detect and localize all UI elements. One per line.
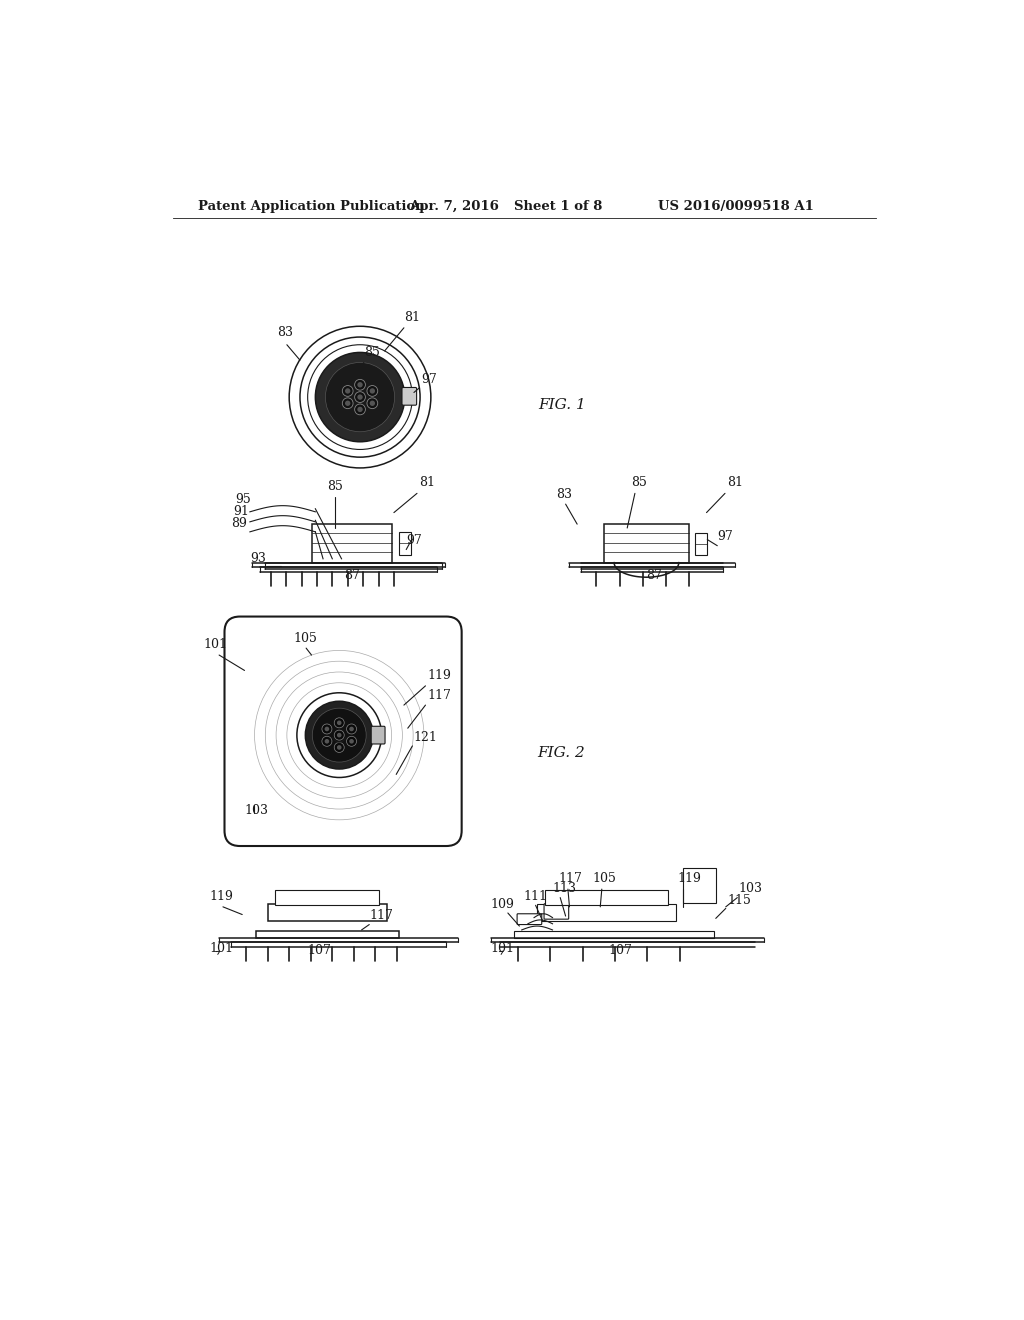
Text: 105: 105 [593, 873, 616, 886]
Circle shape [307, 345, 413, 450]
Circle shape [334, 730, 344, 741]
Text: FIG. 2: FIG. 2 [538, 747, 585, 760]
FancyBboxPatch shape [402, 388, 417, 405]
Text: 87: 87 [344, 569, 359, 582]
Text: 81: 81 [727, 477, 743, 490]
Circle shape [322, 737, 332, 746]
Circle shape [315, 352, 404, 442]
Text: US 2016/0099518 A1: US 2016/0099518 A1 [658, 199, 814, 213]
Text: 111: 111 [523, 890, 547, 903]
Bar [275, 890, 379, 906]
FancyBboxPatch shape [544, 904, 568, 919]
Text: 117: 117 [559, 873, 583, 886]
Circle shape [334, 742, 344, 752]
Bar [604, 524, 689, 562]
Circle shape [334, 718, 344, 727]
Text: 97: 97 [422, 372, 437, 385]
Circle shape [289, 326, 431, 469]
Circle shape [346, 737, 356, 746]
Bar [514, 932, 714, 937]
Circle shape [345, 388, 350, 393]
Circle shape [322, 723, 332, 734]
Circle shape [349, 739, 354, 743]
Text: 101: 101 [210, 941, 233, 954]
Text: 115: 115 [727, 894, 752, 907]
Circle shape [357, 395, 362, 400]
Text: 91: 91 [233, 506, 249, 517]
Text: 97: 97 [407, 535, 422, 548]
Circle shape [297, 693, 382, 777]
Text: 117: 117 [370, 909, 393, 923]
Text: 109: 109 [490, 898, 515, 911]
Circle shape [325, 726, 330, 731]
Text: 105: 105 [294, 632, 317, 645]
Circle shape [300, 337, 420, 457]
Bar [545, 890, 668, 906]
FancyBboxPatch shape [371, 726, 385, 744]
Text: 97: 97 [717, 531, 733, 544]
Bar [538, 904, 676, 921]
Text: Sheet 1 of 8: Sheet 1 of 8 [514, 199, 602, 213]
Text: 113: 113 [553, 882, 577, 895]
Text: 93: 93 [250, 552, 266, 565]
Text: 95: 95 [236, 494, 251, 507]
Circle shape [354, 404, 366, 414]
Text: Apr. 7, 2016: Apr. 7, 2016 [410, 199, 499, 213]
Circle shape [326, 363, 394, 432]
Bar [311, 524, 392, 562]
Text: 121: 121 [414, 730, 438, 743]
Text: 81: 81 [403, 312, 420, 323]
Text: 117: 117 [427, 689, 451, 702]
Circle shape [354, 392, 366, 403]
Text: 81: 81 [419, 477, 435, 490]
FancyBboxPatch shape [517, 913, 542, 924]
Circle shape [357, 381, 362, 388]
Circle shape [337, 733, 342, 738]
Text: 89: 89 [230, 516, 247, 529]
Circle shape [337, 721, 342, 725]
Text: 107: 107 [307, 944, 332, 957]
Bar [683, 869, 716, 903]
Circle shape [349, 726, 354, 731]
Bar [267, 904, 387, 921]
Bar [398, 532, 411, 554]
Circle shape [345, 400, 350, 407]
Bar [695, 533, 708, 554]
Circle shape [342, 385, 353, 396]
Text: 87: 87 [646, 569, 663, 582]
Circle shape [367, 385, 378, 396]
Circle shape [312, 708, 367, 762]
Text: 85: 85 [631, 477, 647, 490]
Circle shape [354, 379, 366, 391]
Text: 119: 119 [677, 873, 701, 886]
Text: 119: 119 [427, 669, 451, 682]
Circle shape [370, 388, 375, 393]
Text: 103: 103 [739, 882, 763, 895]
Text: FIG. 1: FIG. 1 [539, 397, 587, 412]
Circle shape [367, 397, 378, 409]
FancyBboxPatch shape [224, 616, 462, 846]
Circle shape [342, 397, 353, 409]
Text: 85: 85 [327, 480, 343, 494]
Circle shape [337, 744, 342, 750]
Text: 101: 101 [204, 638, 227, 651]
Text: 107: 107 [608, 944, 632, 957]
Text: 85: 85 [364, 346, 380, 359]
Text: 101: 101 [490, 941, 515, 954]
Text: 103: 103 [245, 804, 268, 817]
Circle shape [357, 407, 362, 412]
Circle shape [325, 739, 330, 743]
Circle shape [305, 701, 373, 770]
Circle shape [346, 723, 356, 734]
Circle shape [370, 400, 375, 407]
Text: 119: 119 [210, 890, 233, 903]
Bar [256, 932, 398, 937]
Text: 83: 83 [276, 326, 293, 339]
Text: Patent Application Publication: Patent Application Publication [199, 199, 425, 213]
Text: 83: 83 [556, 488, 572, 502]
